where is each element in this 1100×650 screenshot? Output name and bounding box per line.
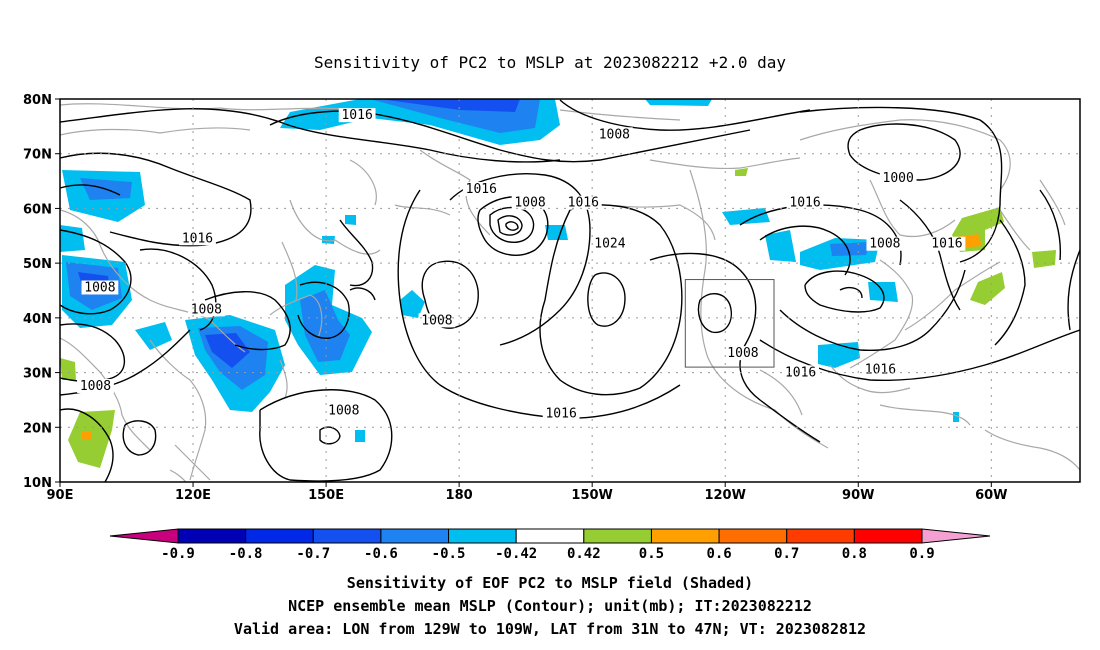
contour-label-bg (77, 378, 114, 393)
contour-label-bg (462, 182, 500, 197)
lon-tick-label: 150E (308, 488, 344, 503)
contour-label-bg (338, 108, 376, 123)
contour-label: 1016 (789, 196, 820, 211)
contour-label: 1016 (341, 108, 372, 123)
colorbar-low-extend (109, 528, 179, 544)
colorbar-swatch (515, 528, 585, 544)
contour-label: 1016 (466, 182, 497, 197)
contour-label: 1008 (869, 237, 900, 252)
contour-label: 1016 (785, 365, 816, 380)
contour-label: 1008 (514, 196, 545, 211)
longitude-axis: 90E 120E 150E 180 150W 120W 90W 60W (47, 482, 1008, 503)
colorbar-label: -0.42 (495, 546, 537, 562)
lon-tick-label: 90W (842, 488, 874, 503)
contour-label: 1008 (80, 379, 111, 394)
contour-label-bg (542, 406, 580, 421)
contour-label: 1008 (727, 346, 758, 361)
colorbar-swatch (853, 528, 923, 544)
caption-line-2: NCEP ensemble mean MSLP (Contour); unit(… (288, 597, 812, 615)
contour-label: 1008 (84, 281, 115, 296)
contour-label-bg (928, 236, 966, 251)
contour-label: 1008 (328, 404, 359, 419)
colorbar-label: 0.42 (567, 546, 601, 562)
colorbar-swatch (650, 528, 720, 544)
contour-label-bg (418, 313, 456, 328)
contour-label: 1008 (191, 302, 222, 317)
colorbar-swatch (312, 528, 382, 544)
contour-label-bg (595, 127, 633, 142)
mslp-contours (60, 99, 1080, 482)
colorbar-label: 0.5 (639, 546, 664, 562)
lon-tick-label: 90E (47, 488, 74, 503)
contour-label-bg (187, 302, 225, 317)
lon-tick-label: 60W (975, 488, 1007, 503)
contour-label-bg (511, 195, 549, 210)
coastlines (60, 103, 1080, 482)
contour-label: 1016 (931, 237, 962, 252)
colorbar-label: -0.9 (161, 546, 195, 562)
contour-label-bg (325, 403, 363, 418)
contour-label-bg (862, 362, 899, 377)
figure-title: Sensitivity of PC2 to MSLP at 2023082212… (314, 53, 786, 72)
lat-lon-grid (60, 99, 1080, 482)
colorbar-swatch (245, 528, 314, 544)
contour-label-bg (879, 171, 917, 186)
lat-tick-label: 60N (23, 202, 52, 217)
caption-line-3: Valid area: LON from 129W to 109W, LAT f… (234, 620, 866, 638)
contour-label-bg (564, 195, 602, 210)
contour-label: 1008 (421, 313, 452, 328)
shaded-negative-sensitivity (60, 99, 959, 442)
lat-tick-label: 50N (23, 257, 52, 272)
contour-label-bg (591, 236, 629, 251)
colorbar-swatch (177, 528, 247, 544)
lat-tick-label: 30N (23, 367, 52, 382)
contour-label: 1016 (545, 406, 576, 421)
lon-tick-label: 120W (704, 488, 745, 503)
colorbar-label: -0.5 (432, 546, 466, 562)
colorbar-swatch (786, 528, 855, 544)
colorbar-swatch (380, 528, 450, 544)
contour-label-bg (81, 280, 119, 295)
contour-label: 1016 (182, 231, 213, 246)
latitude-axis: 80N 70N 60N 50N 40N 30N 20N 10N (23, 93, 60, 491)
contour-labels: 1016 1008 1000 1016 1008 1016 1016 1016 1024 1008… (77, 108, 966, 421)
colorbar-swatch (718, 528, 788, 544)
lat-tick-label: 10N (23, 476, 52, 491)
contour-label: 1016 (568, 196, 599, 211)
lat-tick-label: 70N (23, 148, 52, 163)
valid-area-box (684, 279, 775, 368)
colorbar-swatch (583, 528, 652, 544)
contour-label: 1016 (865, 363, 896, 378)
lon-tick-label: 150W (571, 488, 612, 503)
colorbar-swatch (448, 528, 517, 544)
lat-tick-label: 80N (23, 93, 52, 108)
contour-label: 1024 (594, 237, 625, 252)
contour-label: 1000 (883, 171, 914, 186)
colorbar-label: 0.7 (774, 546, 799, 562)
colorbar-label: -0.6 (364, 546, 398, 562)
contour-label: 1008 (599, 127, 630, 142)
colorbar-label: -0.7 (296, 546, 330, 562)
contour-label-bg (786, 195, 824, 210)
colorbar-label: 0.8 (842, 546, 867, 562)
colorbar-high-extend (921, 528, 991, 544)
caption-line-1: Sensitivity of EOF PC2 to MSLP field (Sh… (347, 574, 753, 592)
contour-label-bg (866, 236, 904, 251)
contour-label-bg (782, 365, 820, 380)
lat-tick-label: 20N (23, 421, 52, 436)
map-frame (59, 98, 1081, 483)
lon-tick-label: 120E (175, 488, 211, 503)
lon-tick-label: 180 (446, 488, 473, 503)
colorbar-label: 0.9 (909, 546, 934, 562)
contour-label-bg (724, 346, 762, 361)
colorbar: -0.9 -0.8 -0.7 -0.6 -0.5 -0.42 0.42 0.5 0.6 0.7 0.… (109, 528, 991, 562)
colorbar-label: -0.8 (229, 546, 263, 562)
colorbar-label: 0.6 (706, 546, 731, 562)
lat-tick-label: 40N (23, 312, 52, 327)
contour-label-bg (179, 231, 216, 246)
map-area: 1016 1008 1000 1016 1008 1016 1016 1016 1024 1008… (60, 99, 1080, 482)
